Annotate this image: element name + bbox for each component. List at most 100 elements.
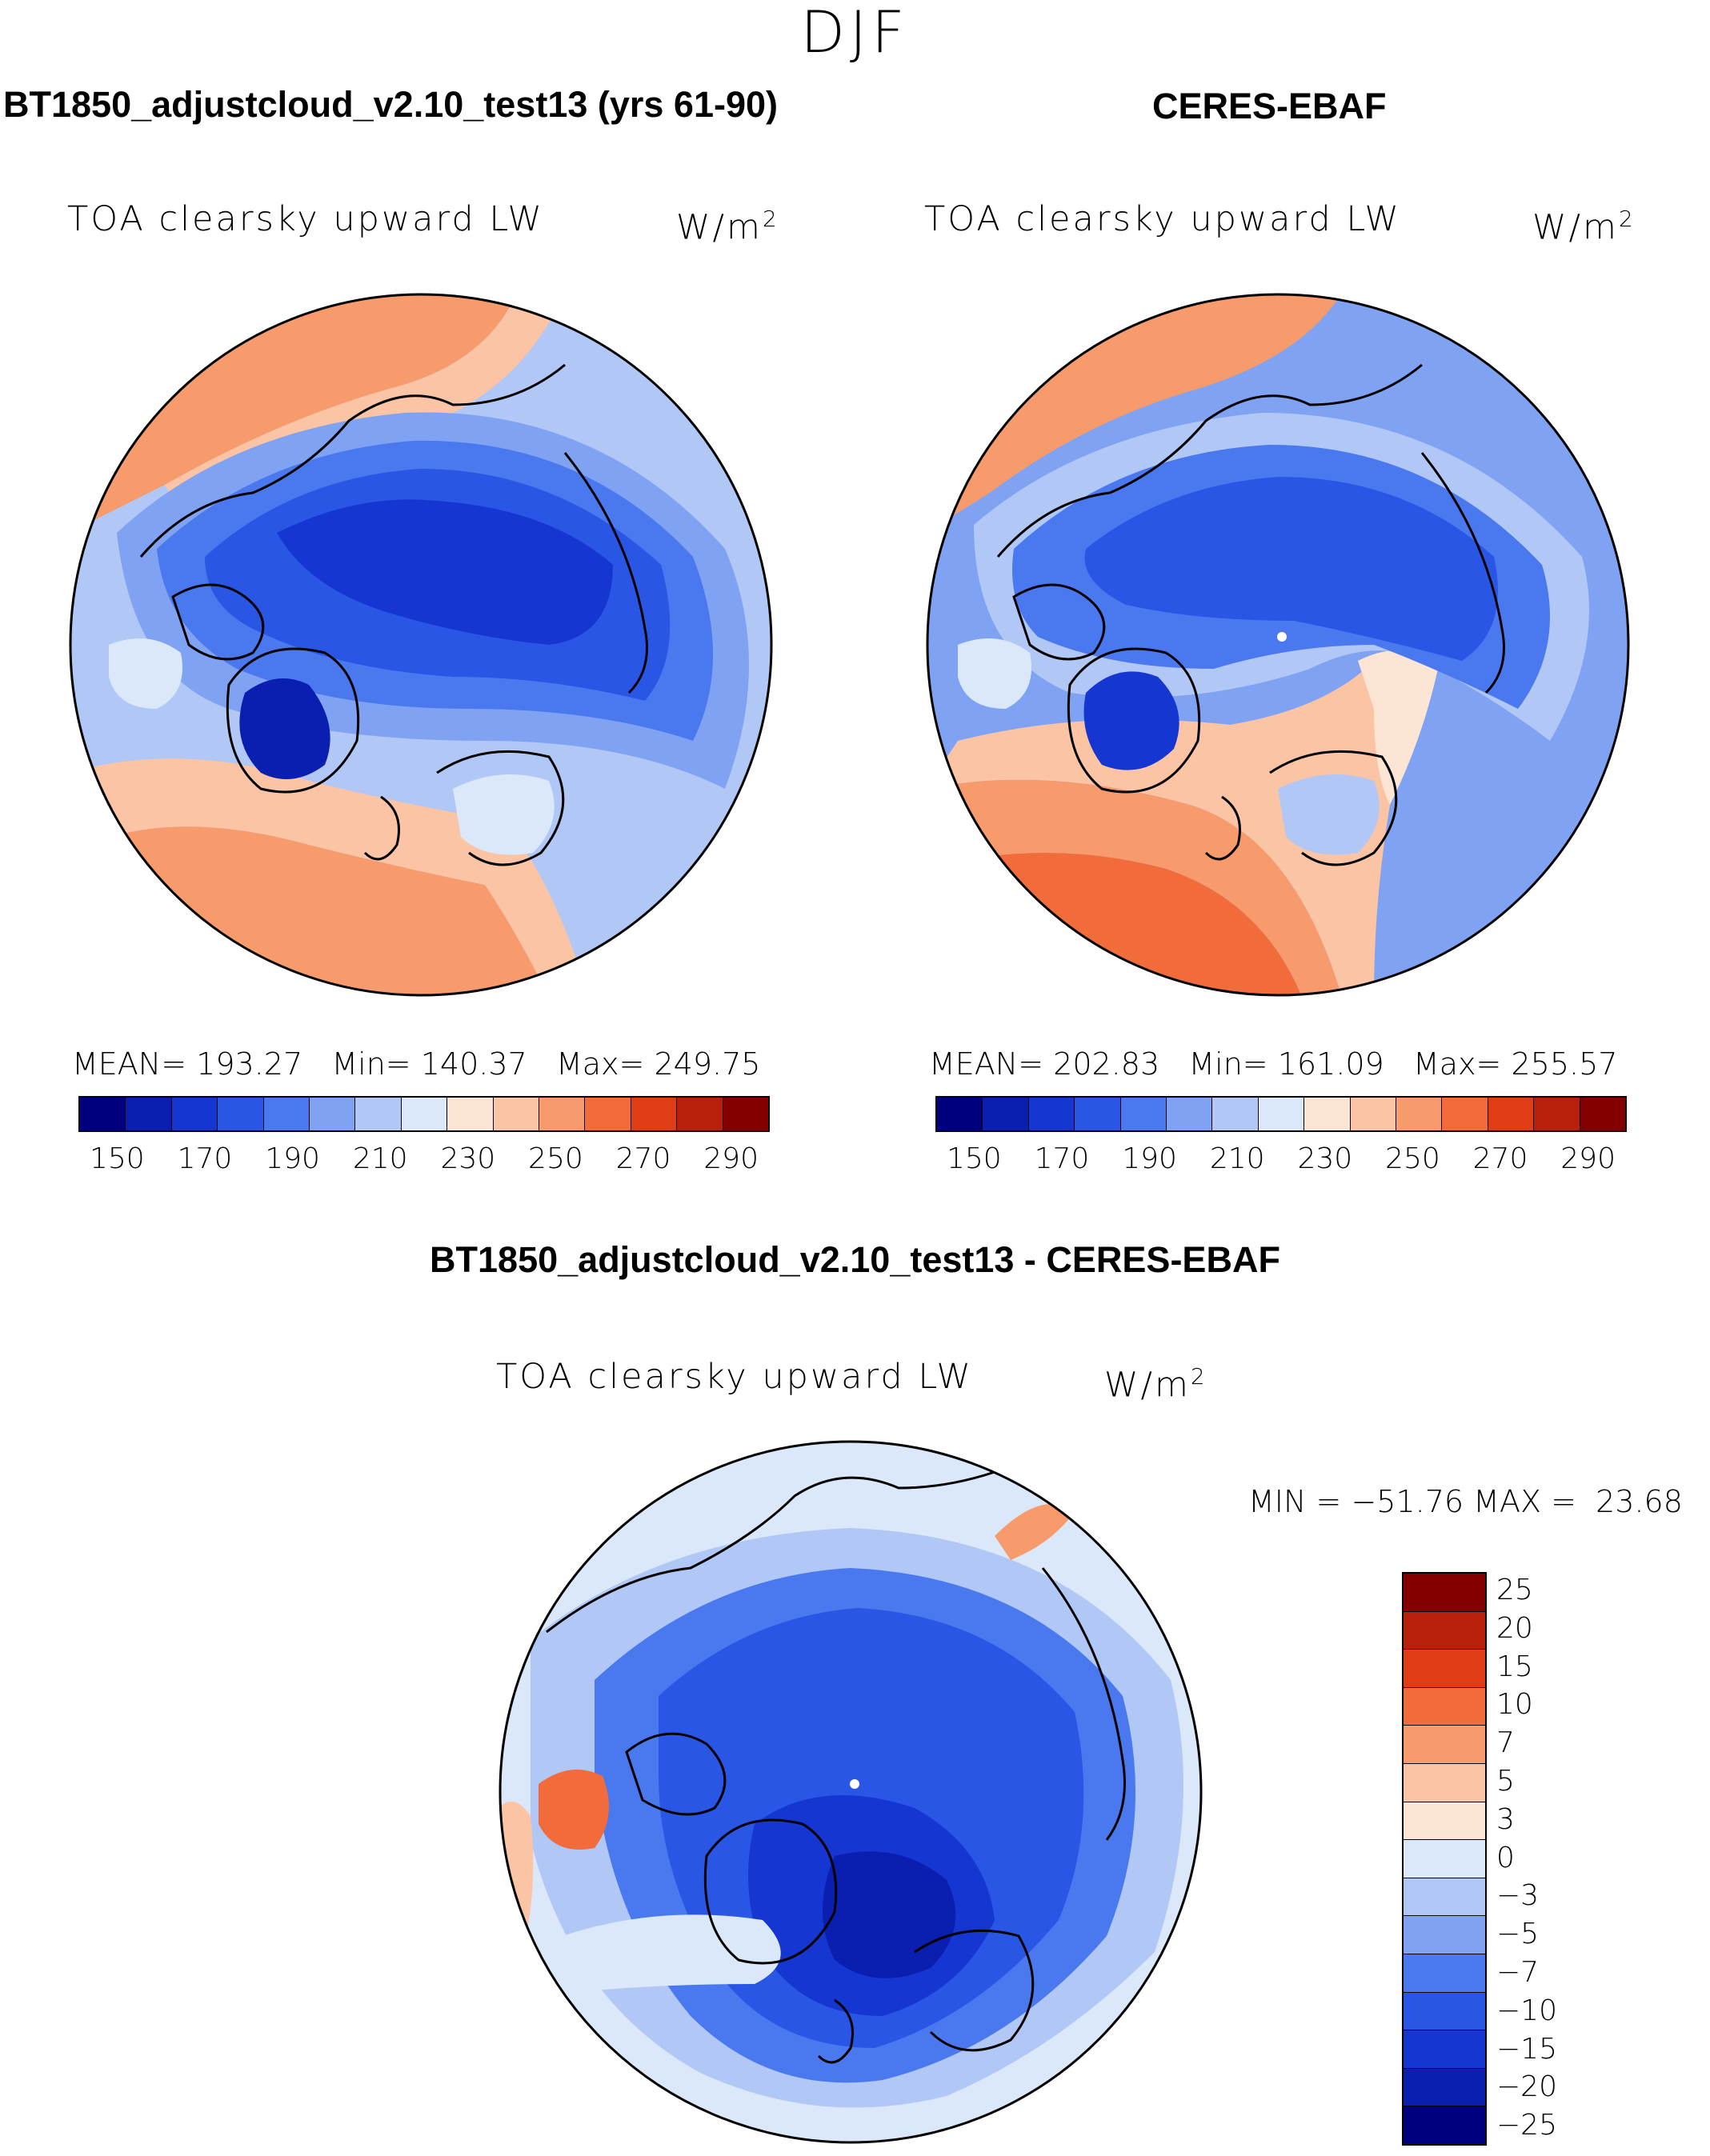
colorbar-swatch [263, 1098, 310, 1130]
colorbar-swatch [80, 1098, 126, 1130]
model-polar-map [69, 293, 773, 997]
model-greenland-min [239, 678, 330, 779]
colorbar-tick-label: 250 [528, 1142, 583, 1175]
colorbar-tick-label: −5 [1496, 1918, 1540, 1951]
diff-coastline-scandinavia [914, 1929, 1035, 2052]
obs-colorbar [935, 1096, 1627, 1132]
obs-atlantic-peach [927, 661, 1403, 995]
obs-hudson-patch [958, 638, 1031, 709]
colorbar-swatch [1404, 2106, 1485, 2144]
obs-scandinavia-patch [1278, 774, 1380, 855]
obs-panel-title: CERES-EBAF [1152, 86, 1387, 126]
obs-colorbar-ticks: 150 170 190 210 230 250 270 290 [947, 1142, 1616, 1175]
colorbar-swatch [1404, 2030, 1485, 2069]
colorbar-swatch [171, 1098, 218, 1130]
colorbar-swatch [1404, 1992, 1485, 2031]
colorbar-swatch [631, 1098, 678, 1130]
diff-coastline-siberia [1041, 1567, 1126, 1841]
model-coastline-arctic-archipelago [171, 583, 265, 661]
model-coastline-greenland [226, 647, 360, 794]
colorbar-swatch [493, 1098, 540, 1130]
colorbar-swatch [355, 1098, 402, 1130]
diff-map-border [499, 1440, 1203, 2144]
obs-coastline-greenland [1067, 647, 1201, 794]
diff-pacific-edge [995, 1504, 1075, 1560]
colorbar-swatch [1212, 1098, 1259, 1130]
colorbar-swatch [1258, 1098, 1305, 1130]
diff-colorbar-ticks: 25 20 15 10 7 5 3 0 −3 −5 −7 −10 −15 −20 −25 [1496, 1572, 1592, 2146]
colorbar-swatch [1120, 1098, 1167, 1130]
diff-west-positive [500, 1802, 534, 1960]
colorbar-tick-label: 3 [1496, 1802, 1515, 1836]
diff-units-label: W/m2 [1104, 1363, 1207, 1406]
diff-hudson-positive [539, 1770, 609, 1850]
colorbar-swatch [585, 1098, 631, 1130]
colorbar-swatch [1404, 1954, 1485, 1993]
colorbar-tick-label: 0 [1496, 1841, 1515, 1874]
obs-coastline-arctic-archipelago [1012, 583, 1106, 661]
colorbar-tick-label: 25 [1496, 1573, 1533, 1606]
colorbar-swatch [1404, 1916, 1485, 1954]
diff-coastline-arctic-archipelago [625, 1732, 727, 1816]
colorbar-swatch [447, 1098, 494, 1130]
colorbar-swatch [1404, 1763, 1485, 1802]
colorbar-tick-label: 230 [1297, 1142, 1353, 1175]
model-coastline-iceland [363, 795, 400, 861]
obs-greenland-min [1083, 671, 1179, 770]
colorbar-swatch [1534, 1098, 1580, 1130]
model-panel-title: BT1850_adjustcloud_v2.10_test13 (yrs 61-… [3, 84, 779, 125]
colorbar-swatch [1404, 1650, 1485, 1688]
colorbar-swatch [1396, 1098, 1443, 1130]
model-variable-label: TOA clearsky upward LW [67, 199, 544, 239]
colorbar-swatch [1404, 1878, 1485, 1917]
diff-polar-map [499, 1440, 1203, 2144]
colorbar-swatch [723, 1098, 769, 1130]
colorbar-tick-label: 150 [947, 1142, 1002, 1175]
colorbar-tick-label: 150 [90, 1142, 145, 1175]
obs-units-label: W/m2 [1532, 206, 1636, 248]
colorbar-swatch [1404, 2068, 1485, 2107]
colorbar-swatch [1404, 1611, 1485, 1650]
colorbar-tick-label: 230 [440, 1142, 496, 1175]
obs-cream-patch [1358, 650, 1438, 805]
colorbar-tick-label: 210 [1209, 1142, 1265, 1175]
model-units-label: W/m2 [676, 206, 779, 248]
colorbar-swatch [1442, 1098, 1488, 1130]
model-map-border [69, 293, 773, 997]
colorbar-swatch [983, 1098, 1029, 1130]
diff-stats: MIN = −51.76 MAX = 23.68 [1248, 1484, 1683, 1519]
colorbar-tick-label: 270 [615, 1142, 671, 1175]
colorbar-swatch [1075, 1098, 1121, 1130]
colorbar-swatch [677, 1098, 723, 1130]
model-arctic-core [277, 499, 613, 645]
colorbar-swatch [1580, 1098, 1626, 1130]
obs-map-border [926, 293, 1630, 997]
colorbar-swatch [1350, 1098, 1397, 1130]
diff-colorbar [1402, 1572, 1487, 2146]
diff-coastline-greenland [703, 1818, 838, 1965]
colorbar-tick-label: −15 [1496, 2032, 1557, 2066]
colorbar-tick-label: 190 [265, 1142, 320, 1175]
colorbar-tick-label: 7 [1496, 1726, 1515, 1760]
colorbar-swatch [1404, 1726, 1485, 1764]
colorbar-swatch [1404, 1840, 1485, 1878]
model-coastline-siberia [563, 452, 648, 694]
colorbar-tick-label: −10 [1496, 1994, 1557, 2027]
colorbar-tick-label: 10 [1496, 1688, 1533, 1722]
obs-polar-map [926, 293, 1630, 997]
colorbar-tick-label: 270 [1472, 1142, 1528, 1175]
obs-coastline-asia [996, 363, 1423, 558]
colorbar-swatch [937, 1098, 983, 1130]
colorbar-swatch [126, 1098, 172, 1130]
obs-coastline-scandinavia [1269, 750, 1398, 866]
colorbar-swatch [1304, 1098, 1351, 1130]
obs-stats: MEAN= 202.83 Min= 161.09 Max= 255.57 [929, 1046, 1618, 1082]
colorbar-tick-label: 290 [703, 1142, 759, 1175]
colorbar-swatch [539, 1098, 586, 1130]
model-colorbar-ticks: 150 170 190 210 230 250 270 290 [90, 1142, 759, 1175]
colorbar-tick-label: −7 [1496, 1955, 1540, 1989]
obs-coastline-siberia [1420, 452, 1505, 694]
obs-coastline-iceland [1204, 795, 1241, 861]
colorbar-tick-label: −20 [1496, 2070, 1557, 2104]
colorbar-tick-label: 170 [177, 1142, 233, 1175]
